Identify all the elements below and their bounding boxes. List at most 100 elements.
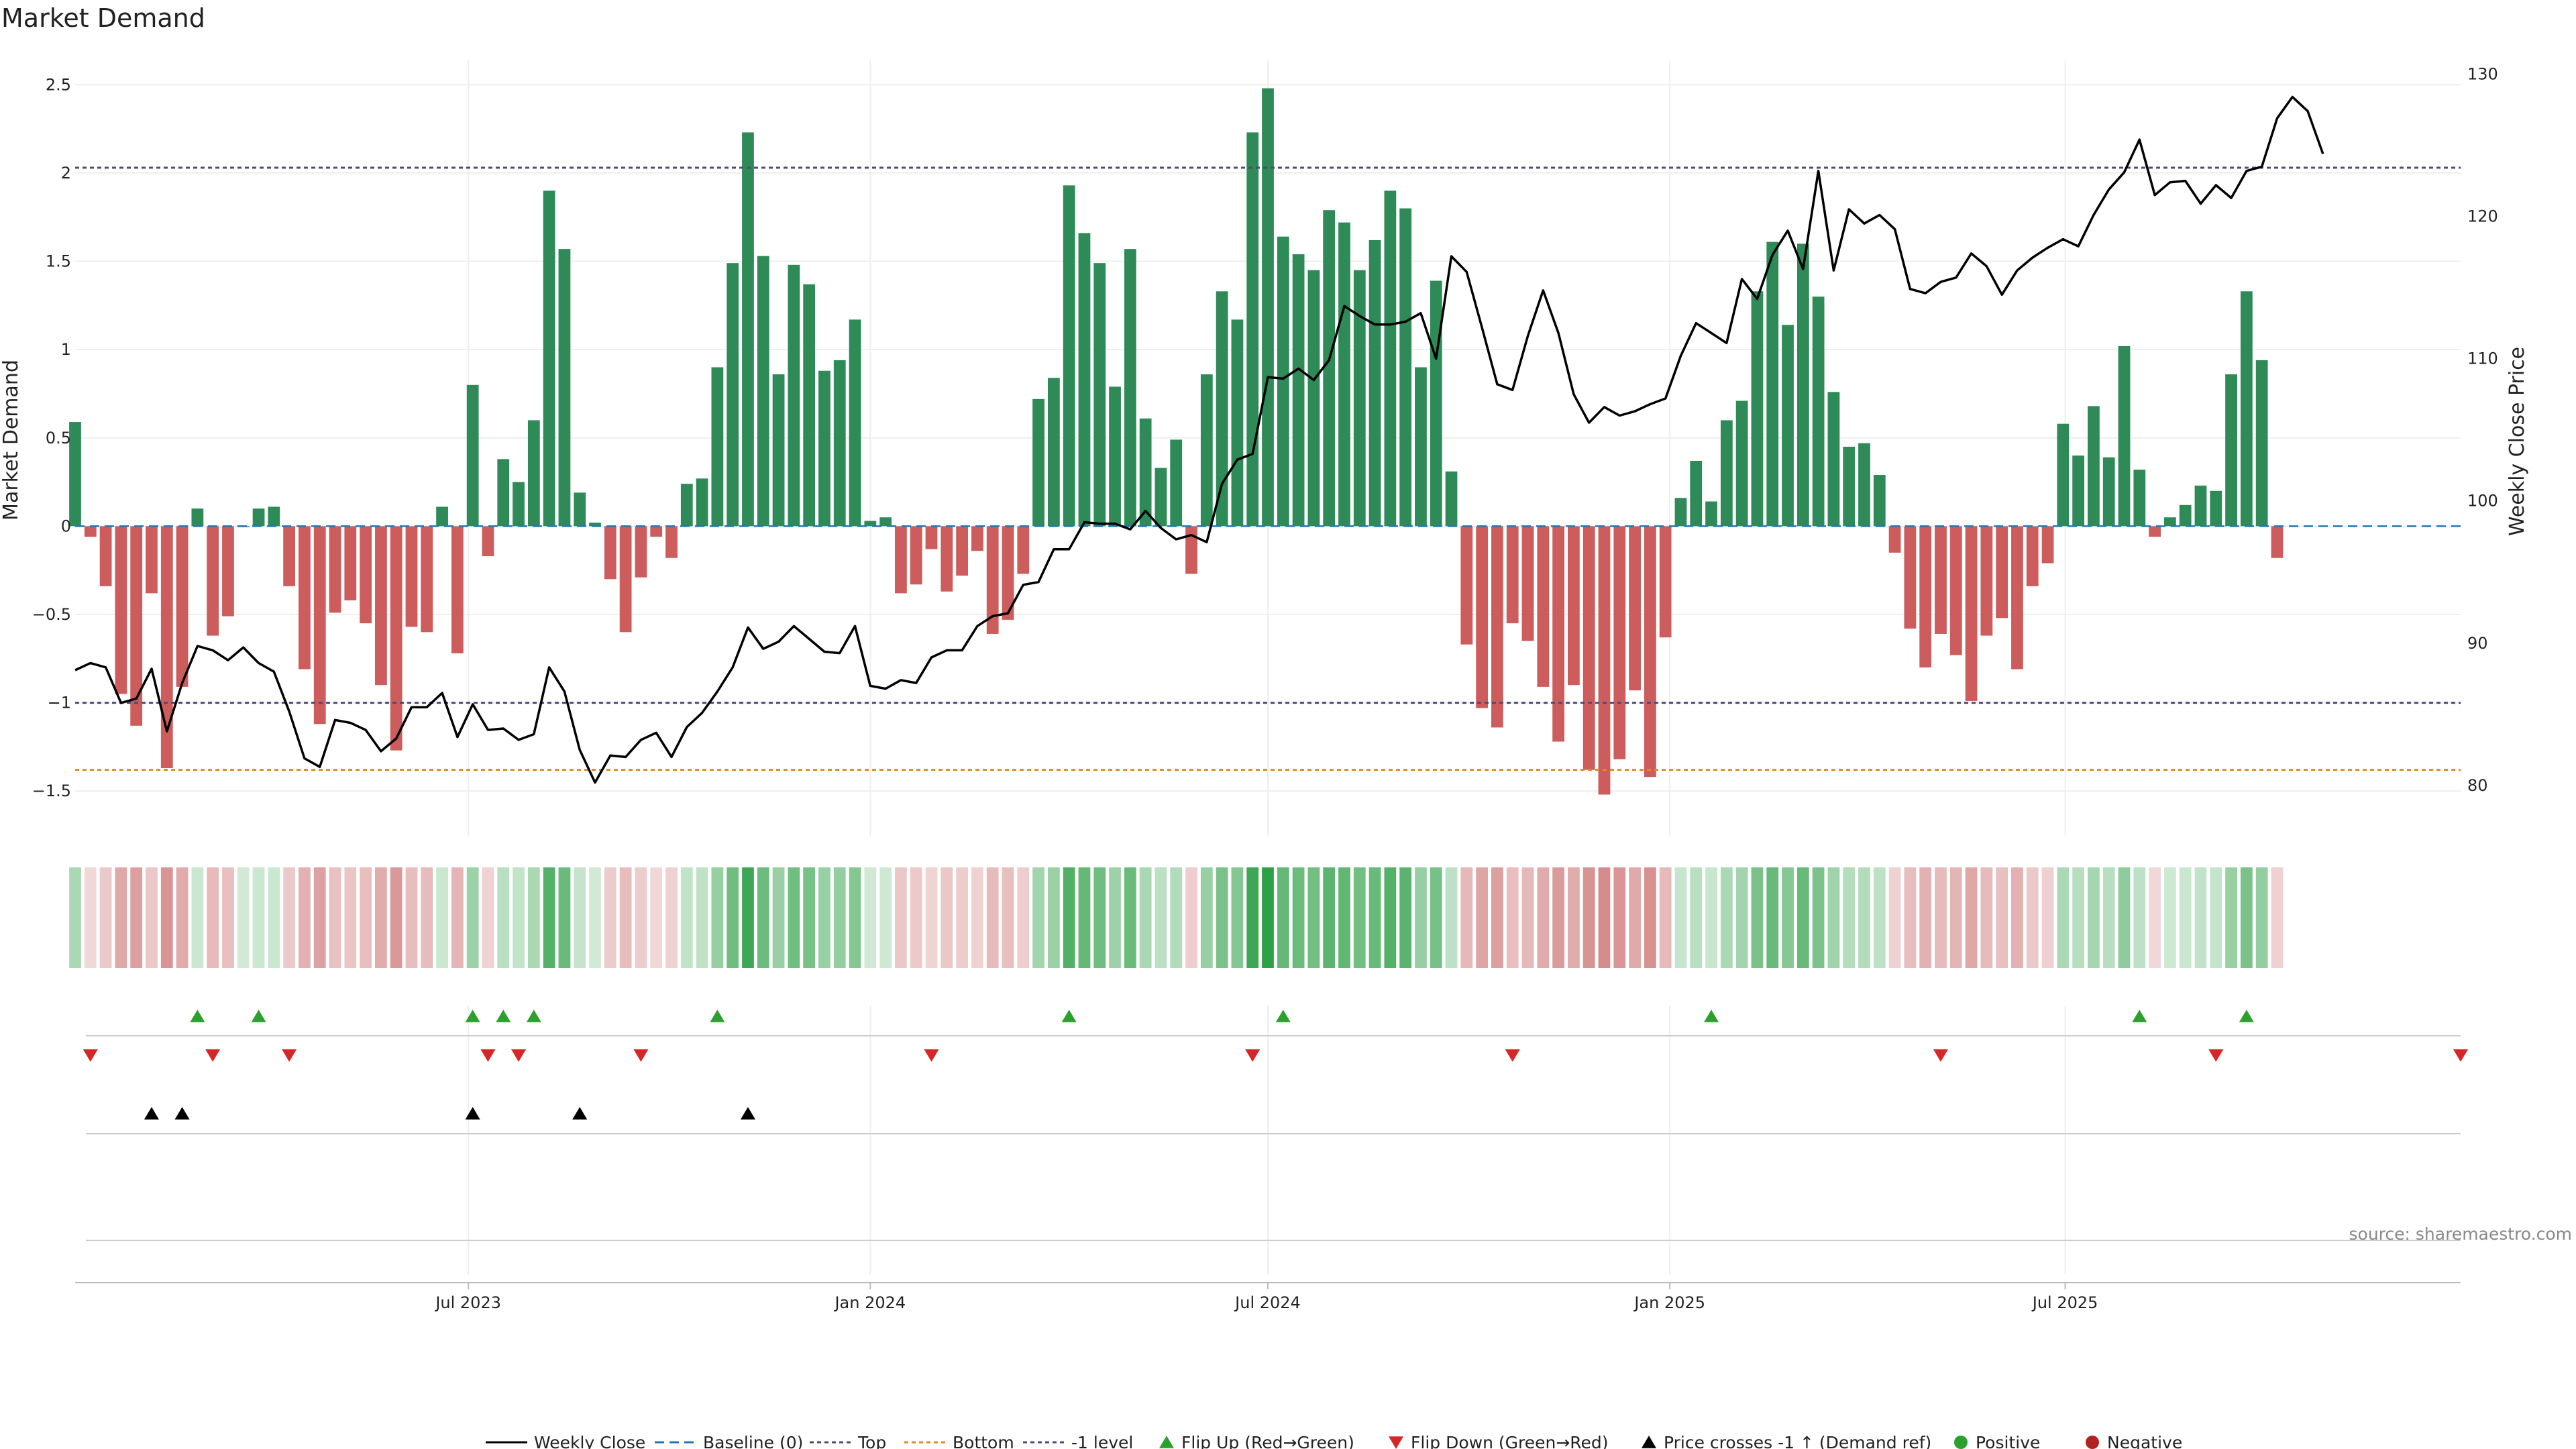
demand-bar: [1185, 526, 1197, 574]
heat-cell: [222, 867, 234, 968]
flip-up-marker: [496, 1010, 511, 1022]
demand-bar: [1216, 291, 1228, 527]
demand-bar: [1843, 446, 1856, 527]
demand-bar: [1262, 88, 1274, 527]
heat-cell: [1078, 867, 1091, 968]
flip-down-marker: [2208, 1049, 2224, 1062]
demand-bar: [451, 526, 464, 653]
demand-bar: [2088, 406, 2100, 527]
demand-bar: [2057, 423, 2070, 527]
legend-item: Negative: [2086, 1433, 2182, 1449]
demand-bar: [1720, 420, 1733, 527]
demand-bar: [1445, 471, 1458, 527]
legend-item: Price crosses -1 ↑ (Demand ref): [1642, 1433, 1931, 1449]
heat-cell: [329, 867, 341, 968]
demand-bar: [1353, 270, 1366, 527]
heat-cell: [1705, 867, 1717, 968]
heat-cell: [1782, 867, 1794, 968]
demand-bar: [879, 517, 892, 527]
heat-cell: [1491, 867, 1503, 968]
legend-item: -1 level: [1023, 1433, 1133, 1449]
heat-cell: [1949, 867, 1962, 968]
heat-cell: [2057, 867, 2070, 968]
heat-cell: [818, 867, 830, 968]
heat-cell: [69, 867, 81, 968]
heat-cell: [497, 867, 510, 968]
heat-cell: [360, 867, 372, 968]
heat-cell: [1796, 867, 1809, 968]
x-tick-label: Jan 2024: [833, 1293, 906, 1312]
demand-bar: [2164, 517, 2176, 527]
heat-cell: [2011, 867, 2023, 968]
demand-bar: [2179, 504, 2192, 527]
y-tick-label: 2.5: [46, 75, 71, 94]
heat-cell: [1323, 867, 1336, 968]
heat-cell: [1155, 867, 1167, 968]
demand-bar: [146, 526, 158, 594]
flip-down-marker: [480, 1049, 496, 1062]
heat-cell: [1506, 867, 1519, 968]
demand-bar: [1629, 526, 1641, 691]
heat-cell: [986, 867, 999, 968]
demand-bar: [1323, 210, 1336, 527]
legend-item: Positive: [1954, 1433, 2040, 1449]
heat-cell: [1827, 867, 1840, 968]
y2-tick-label: 120: [2467, 207, 2498, 226]
weekly-close-polyline: [74, 95, 2324, 784]
demand-bar: [1552, 526, 1564, 742]
heat-cell: [635, 867, 647, 968]
demand-bar: [1476, 526, 1489, 708]
heat-cell: [2088, 867, 2100, 968]
flip-up-marker: [2239, 1010, 2254, 1022]
demand-bar: [344, 526, 357, 600]
demand-bar: [1231, 319, 1244, 527]
demand-bar: [1980, 526, 1993, 636]
heat-cell: [1568, 867, 1580, 968]
legend-label: Top: [857, 1433, 886, 1449]
demand-bar: [1200, 374, 1213, 527]
demand-bar: [956, 526, 968, 576]
heat-cell: [833, 867, 846, 968]
heat-cell: [2240, 867, 2253, 968]
price-cross-marker: [144, 1107, 159, 1120]
flip-up-marker: [526, 1010, 541, 1022]
demand-bar: [2255, 360, 2268, 527]
demand-bar: [2026, 526, 2039, 586]
heat-cell: [543, 867, 555, 968]
heat-cell: [1353, 867, 1366, 968]
demand-bar: [1078, 233, 1091, 527]
demand-bar: [680, 484, 693, 527]
heat-cell: [1751, 867, 1764, 968]
demand-bar: [788, 264, 800, 527]
flip-up-marker: [2132, 1010, 2147, 1022]
demand-bar: [696, 478, 708, 527]
heat-cell: [1965, 867, 1978, 968]
heat-cell: [803, 867, 816, 968]
demand-bar: [803, 284, 816, 527]
y-tick-label: 1.5: [46, 252, 71, 271]
demand-bar: [1491, 526, 1503, 728]
demand-bar: [527, 420, 540, 527]
demand-bar: [1170, 439, 1183, 527]
flip-up-marker: [1704, 1010, 1719, 1022]
demand-bar: [160, 526, 173, 768]
demand-bar: [895, 526, 907, 594]
demand-bar: [1032, 398, 1044, 527]
demand-bar: [1568, 526, 1580, 686]
heat-cell: [619, 867, 632, 968]
demand-bars: [69, 88, 2284, 795]
heat-cell: [2072, 867, 2085, 968]
heat-cell: [1613, 867, 1626, 968]
demand-bar: [1307, 270, 1320, 527]
heat-cell: [1093, 867, 1106, 968]
demand-bar: [313, 526, 326, 724]
demand-bar: [727, 263, 739, 527]
heat-cell: [1552, 867, 1564, 968]
legend-item: Baseline (0): [655, 1433, 803, 1449]
heat-cell: [1185, 867, 1197, 968]
heat-cell: [2164, 867, 2176, 968]
heat-cell: [299, 867, 311, 968]
heat-cell: [252, 867, 265, 968]
demand-bar: [69, 422, 81, 527]
price-cross-marker: [740, 1107, 755, 1120]
